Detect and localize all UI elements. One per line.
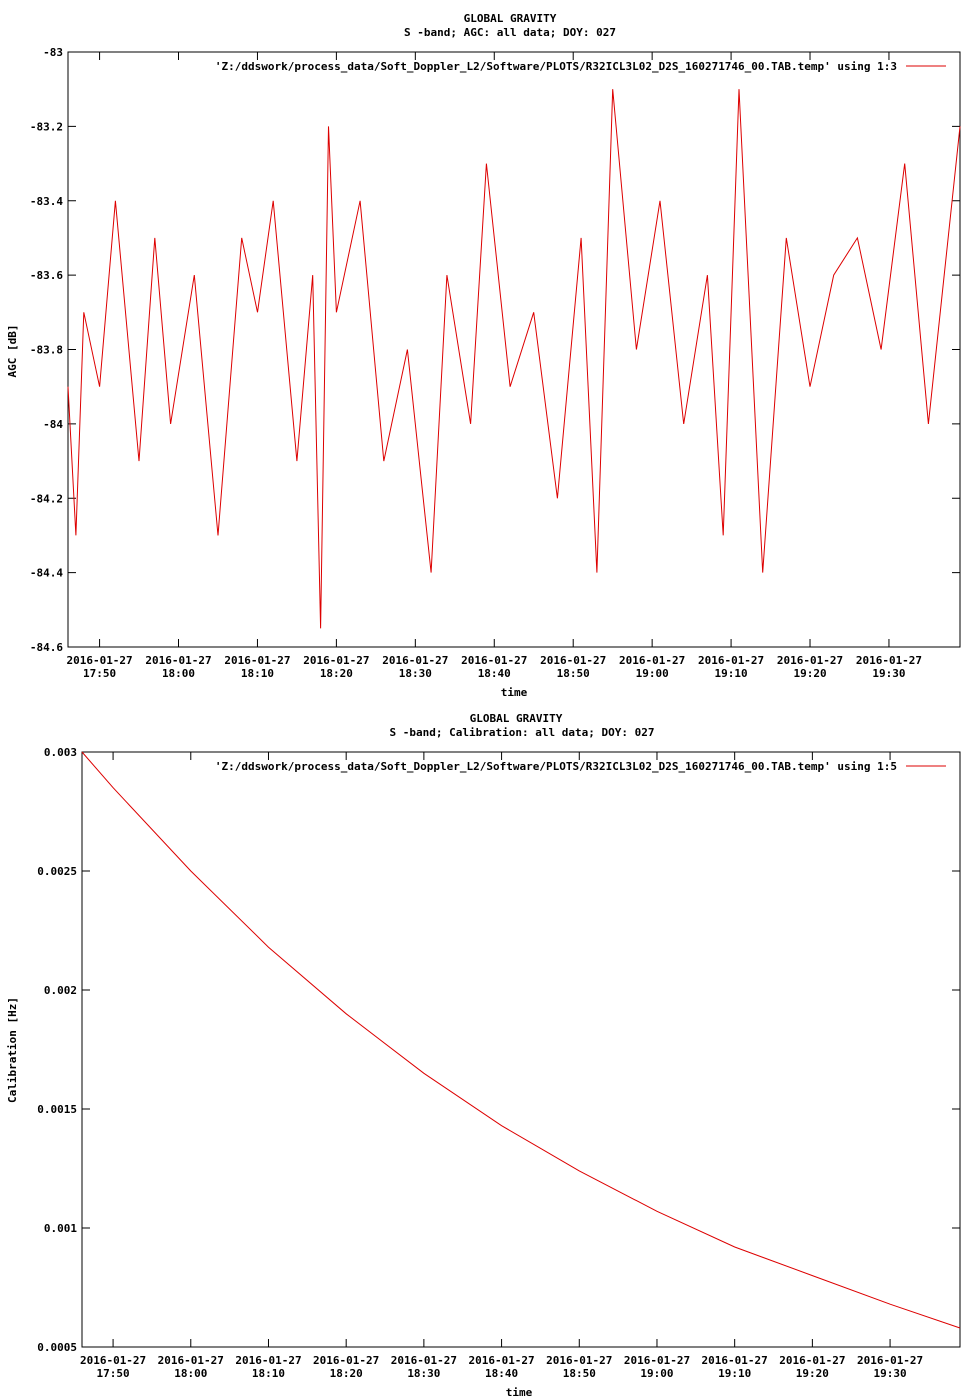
calibration-x-tick-date: 2016-01-27 <box>391 1354 457 1367</box>
agc-x-tick-time: 17:50 <box>83 667 116 680</box>
agc-x-tick-time: 19:10 <box>715 667 748 680</box>
agc-plot-frame <box>67 51 961 648</box>
agc-y-tick-label: -83.2 <box>30 120 63 133</box>
calibration-x-tick-time: 19:00 <box>640 1367 673 1380</box>
calibration-x-tick-date: 2016-01-27 <box>546 1354 612 1367</box>
calibration-x-tick-date: 2016-01-27 <box>624 1354 690 1367</box>
calibration-x-tick-date: 2016-01-27 <box>857 1354 923 1367</box>
agc-x-tick-date: 2016-01-27 <box>777 654 843 667</box>
agc-x-tick-time: 19:00 <box>636 667 669 680</box>
agc-x-tick-time: 18:50 <box>557 667 590 680</box>
agc-series-line <box>67 89 961 629</box>
agc-x-tick-time: 18:00 <box>162 667 195 680</box>
agc-chart-title: GLOBAL GRAVITY <box>464 12 557 25</box>
calibration-x-tick-time: 18:00 <box>174 1367 207 1380</box>
agc-y-tick-label: -84.2 <box>30 492 63 505</box>
calibration-y-tick-label: 0.001 <box>44 1222 77 1235</box>
agc-y-tick-label: -83.6 <box>30 269 63 282</box>
calibration-x-tick-date: 2016-01-27 <box>80 1354 146 1367</box>
calibration-x-tick-date: 2016-01-27 <box>702 1354 768 1367</box>
calibration-x-tick-time: 17:50 <box>97 1367 130 1380</box>
calibration-plot-frame <box>81 751 961 1348</box>
calibration-x-tick-time: 18:50 <box>563 1367 596 1380</box>
calibration-x-tick-time: 18:20 <box>330 1367 363 1380</box>
calibration-chart-subtitle: S -band; Calibration: all data; DOY: 027 <box>390 726 655 739</box>
calibration-x-tick-date: 2016-01-27 <box>158 1354 224 1367</box>
agc-y-tick-label: -83 <box>43 46 63 59</box>
agc-x-tick-date: 2016-01-27 <box>303 654 369 667</box>
calibration-x-tick-date: 2016-01-27 <box>235 1354 301 1367</box>
calibration-x-tick-time: 18:40 <box>485 1367 518 1380</box>
agc-x-tick-date: 2016-01-27 <box>619 654 685 667</box>
agc-x-tick-time: 19:20 <box>793 667 826 680</box>
agc-x-tick-date: 2016-01-27 <box>856 654 922 667</box>
calibration-y-tick-label: 0.003 <box>44 746 77 759</box>
agc-y-tick-label: -84.4 <box>30 567 63 580</box>
agc-x-tick-date: 2016-01-27 <box>66 654 132 667</box>
agc-x-tick-time: 18:30 <box>399 667 432 680</box>
calibration-x-tick-date: 2016-01-27 <box>779 1354 845 1367</box>
calibration-x-tick-date: 2016-01-27 <box>313 1354 379 1367</box>
calibration-y-tick-label: 0.0005 <box>37 1341 77 1354</box>
agc-x-tick-date: 2016-01-27 <box>382 654 448 667</box>
calibration-x-tick-time: 19:30 <box>874 1367 907 1380</box>
agc-x-tick-time: 18:20 <box>320 667 353 680</box>
agc-x-tick-date: 2016-01-27 <box>461 654 527 667</box>
agc-y-tick-label: -83.8 <box>30 344 63 357</box>
calibration-x-axis-label: time <box>506 1386 533 1399</box>
agc-x-tick-time: 18:10 <box>241 667 274 680</box>
agc-legend-label: 'Z:/ddswork/process_data/Soft_Doppler_L2… <box>215 60 897 73</box>
agc-chart-subtitle: S -band; AGC: all data; DOY: 027 <box>404 26 616 39</box>
calibration-x-tick-time: 19:20 <box>796 1367 829 1380</box>
agc-x-tick-date: 2016-01-27 <box>540 654 606 667</box>
agc-y-tick-label: -84 <box>43 418 63 431</box>
calibration-x-tick-date: 2016-01-27 <box>468 1354 534 1367</box>
calibration-series-line <box>81 751 961 1329</box>
agc-x-tick-date: 2016-01-27 <box>698 654 764 667</box>
calibration-chart: GLOBAL GRAVITY S -band; Calibration: all… <box>6 712 961 1399</box>
calibration-y-axis-label: Calibration [Hz] <box>6 997 19 1103</box>
agc-y-tick-label: -83.4 <box>30 195 63 208</box>
calibration-y-tick-label: 0.002 <box>44 984 77 997</box>
calibration-y-tick-label: 0.0025 <box>37 865 77 878</box>
calibration-legend-label: 'Z:/ddswork/process_data/Soft_Doppler_L2… <box>215 760 897 773</box>
calibration-chart-title: GLOBAL GRAVITY <box>470 712 563 725</box>
agc-chart: GLOBAL GRAVITY S -band; AGC: all data; D… <box>6 12 961 699</box>
agc-x-tick-date: 2016-01-27 <box>145 654 211 667</box>
agc-x-axis-label: time <box>501 686 528 699</box>
calibration-y-tick-label: 0.0015 <box>37 1103 77 1116</box>
agc-x-tick-time: 18:40 <box>478 667 511 680</box>
agc-y-axis-label: AGC [dB] <box>6 325 19 378</box>
calibration-x-tick-time: 18:30 <box>407 1367 440 1380</box>
agc-x-tick-time: 19:30 <box>872 667 905 680</box>
agc-y-tick-label: -84.6 <box>30 641 63 654</box>
calibration-x-tick-time: 18:10 <box>252 1367 285 1380</box>
calibration-x-tick-time: 19:10 <box>718 1367 751 1380</box>
agc-x-tick-date: 2016-01-27 <box>224 654 290 667</box>
